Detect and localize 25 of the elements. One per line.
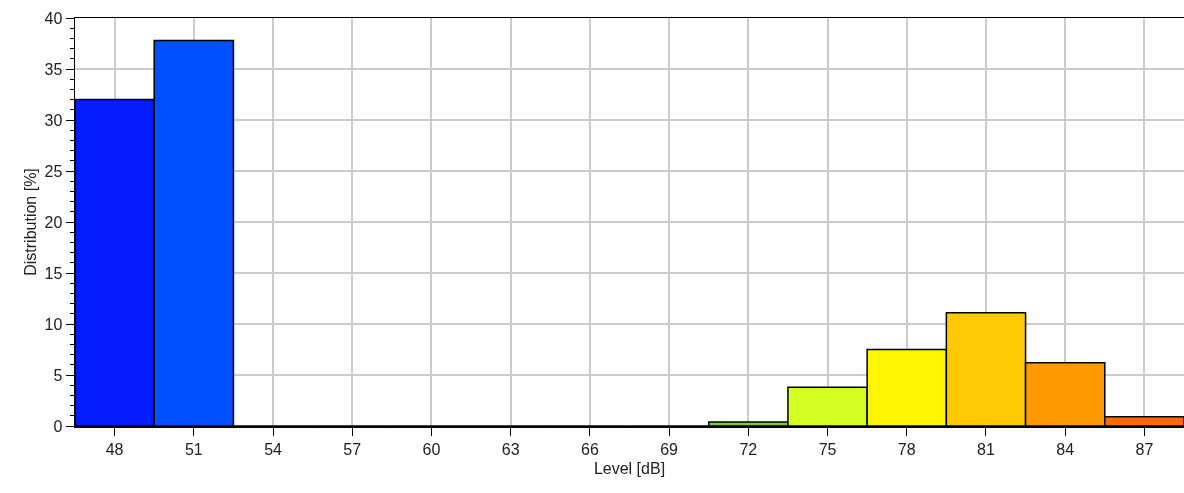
y-tick-label: 35 bbox=[44, 60, 63, 78]
y-tick-label: 10 bbox=[44, 315, 63, 333]
x-tick-label: 75 bbox=[818, 440, 837, 458]
x-tick-label: 54 bbox=[264, 440, 283, 458]
y-tick-label: 20 bbox=[44, 213, 63, 231]
y-tick-label: 25 bbox=[44, 162, 63, 180]
y-axis-title: Distribution [%] bbox=[21, 168, 39, 276]
x-tick-label: 84 bbox=[1056, 440, 1075, 458]
x-tick-label: 87 bbox=[1135, 440, 1154, 458]
x-tick-label: 81 bbox=[977, 440, 995, 458]
x-tick-label: 63 bbox=[501, 440, 520, 458]
y-tick-label: 40 bbox=[44, 9, 63, 27]
x-tick-label: 78 bbox=[897, 440, 916, 458]
x-axis-title: Level [dB] bbox=[593, 460, 666, 478]
y-tick-label: 30 bbox=[44, 111, 63, 129]
x-tick-label: 60 bbox=[422, 440, 441, 458]
x-tick-label: 72 bbox=[739, 440, 758, 458]
y-tick-label: 0 bbox=[53, 417, 63, 435]
y-tick-label: 5 bbox=[53, 366, 63, 384]
x-tick-label: 66 bbox=[580, 440, 599, 458]
x-tick-label: 69 bbox=[660, 440, 679, 458]
y-tick-label: 15 bbox=[44, 264, 63, 282]
x-tick-label: 57 bbox=[343, 440, 362, 458]
x-tick-label: 48 bbox=[105, 440, 124, 458]
x-tick-label: 51 bbox=[184, 440, 203, 458]
